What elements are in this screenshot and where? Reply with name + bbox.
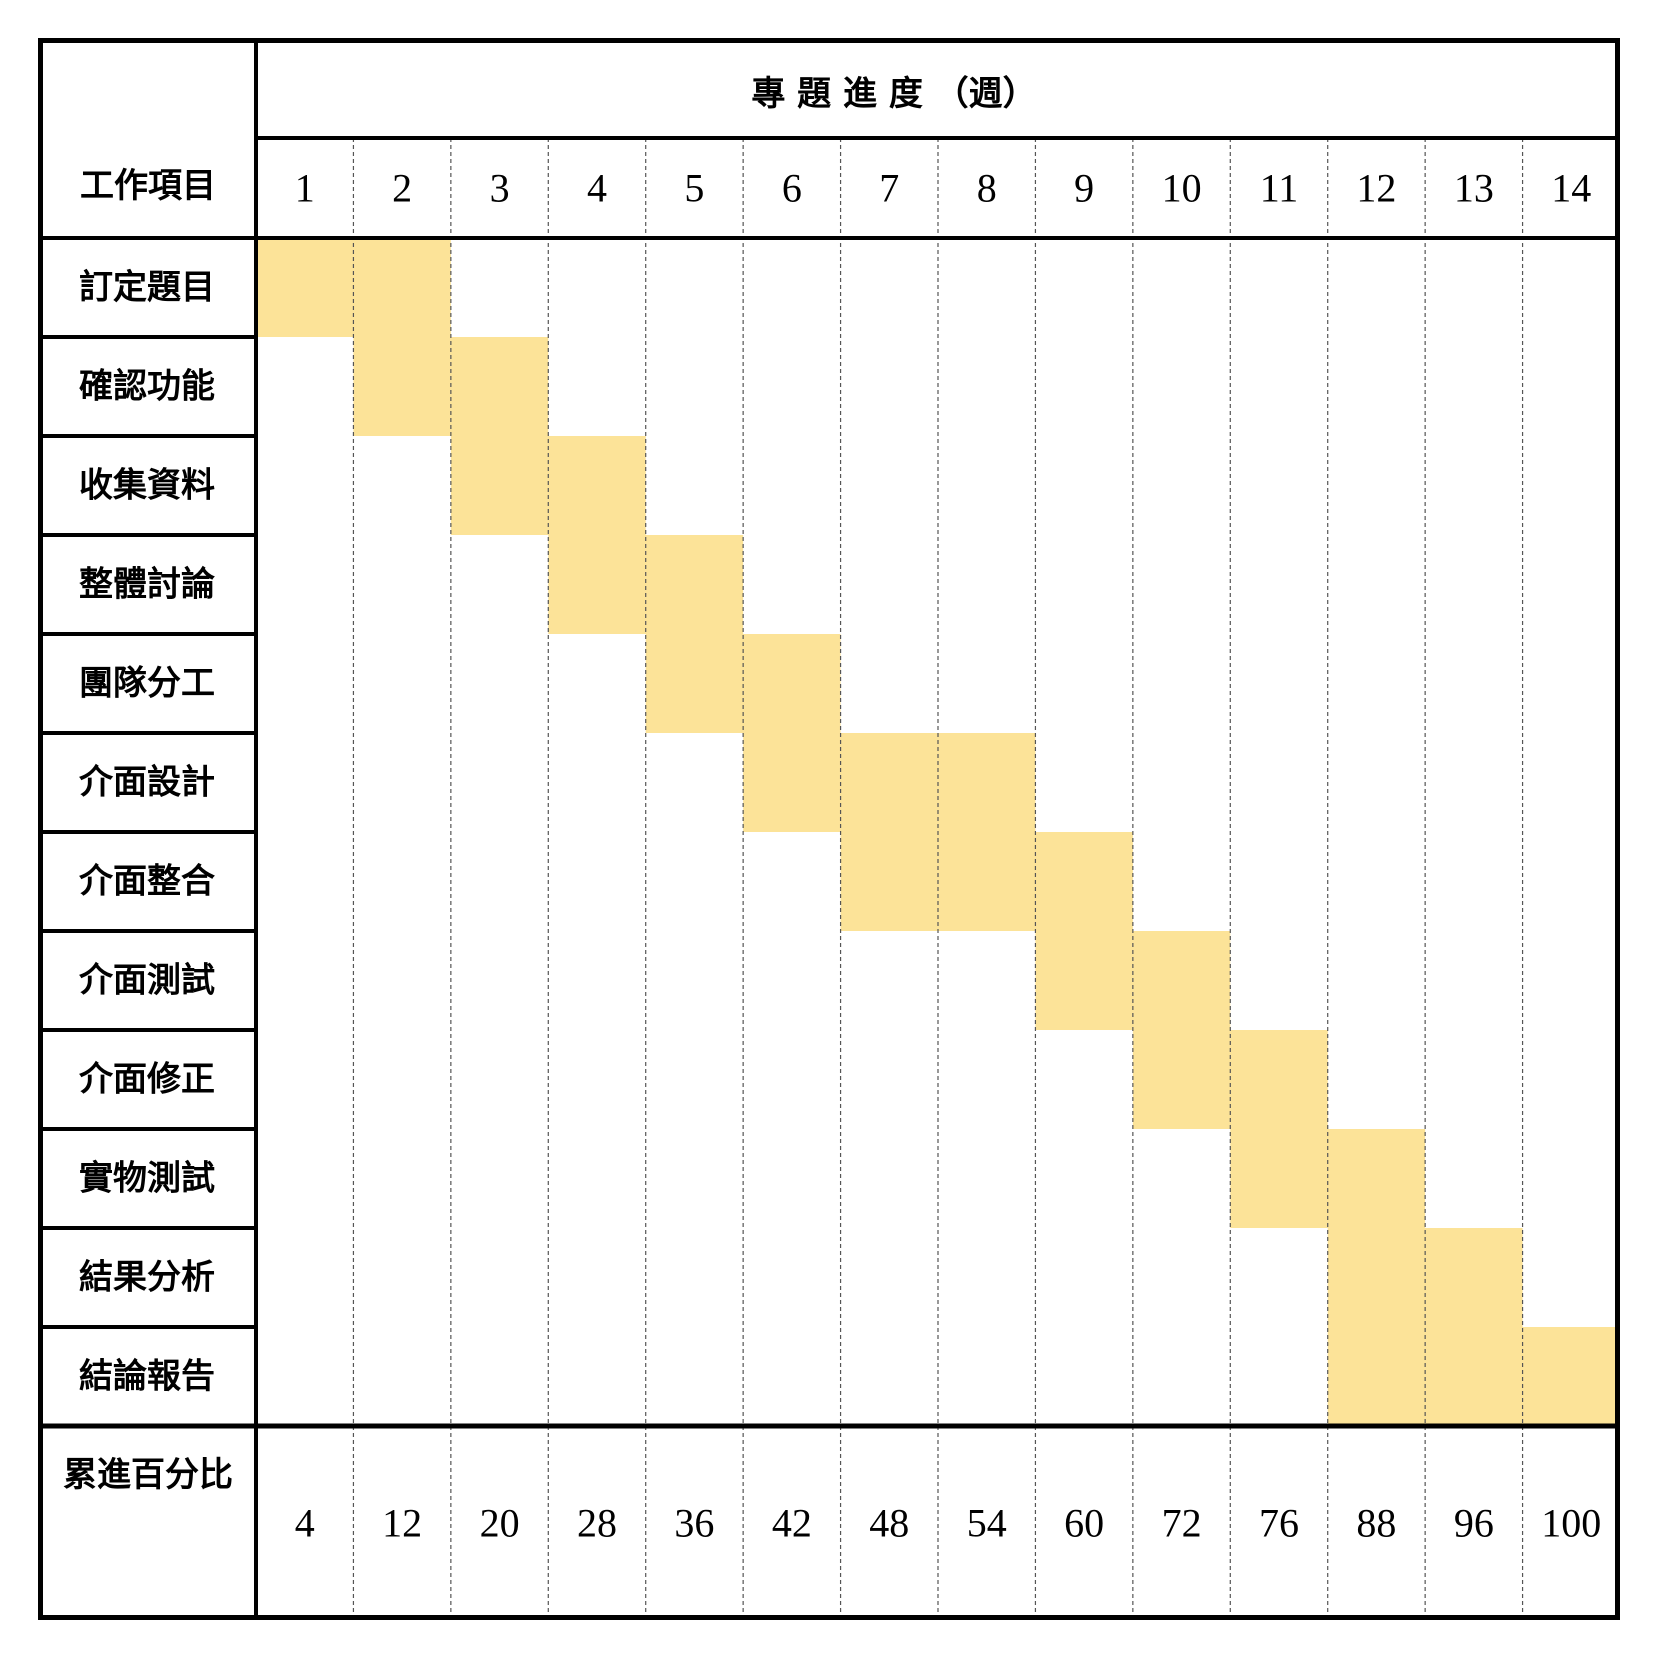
task-name: 介面測試	[79, 961, 215, 1001]
task-name: 收集資料	[79, 466, 215, 506]
cumulative-percent: 76	[1259, 1501, 1299, 1546]
task-bar	[840, 832, 1133, 931]
task-bar	[645, 634, 841, 733]
text-layer: 專 題 進 度 （週） 工作項目 累進百分比 1 2 3 4 5 6 7 8 9 10 11 12 13…	[63, 74, 1601, 1546]
cumulative-percent: 88	[1356, 1501, 1396, 1546]
week-number: 11	[1260, 166, 1299, 211]
task-name: 介面整合	[79, 862, 215, 902]
week-number: 4	[587, 166, 607, 211]
cumulative-percent: 12	[382, 1501, 422, 1546]
week-number: 5	[684, 166, 704, 211]
chart-title: 專 題 進 度 （週）	[751, 74, 1036, 114]
week-number: 6	[782, 166, 802, 211]
task-bar	[1327, 1228, 1523, 1327]
border-layer	[38, 38, 1620, 1620]
cumulative-label: 累進百分比	[63, 1455, 233, 1495]
task-name: 確認功能	[79, 367, 215, 407]
cumulative-percent: 100	[1541, 1501, 1601, 1546]
cumulative-percent: 96	[1454, 1501, 1494, 1546]
task-name: 實物測試	[79, 1159, 215, 1199]
week-number: 14	[1551, 166, 1591, 211]
gantt-chart: 專 題 進 度 （週） 工作項目 累進百分比 1 2 3 4 5 6 7 8 9 10 11 12 13…	[38, 38, 1620, 1620]
cumulative-percent: 54	[967, 1501, 1007, 1546]
week-number: 9	[1074, 166, 1094, 211]
cumulative-percent: 4	[295, 1501, 315, 1546]
cumulative-percent: 20	[480, 1501, 520, 1546]
task-name: 整體討論	[79, 565, 215, 605]
week-number: 8	[977, 166, 997, 211]
task-bar	[743, 733, 1036, 832]
cumulative-percent: 42	[772, 1501, 812, 1546]
task-name: 結論報告	[79, 1357, 215, 1397]
week-number: 7	[879, 166, 899, 211]
task-bar	[548, 535, 744, 634]
grid-layer	[352, 138, 1524, 1620]
week-number: 3	[490, 166, 510, 211]
cumulative-percent: 48	[869, 1501, 909, 1546]
cumulative-percent: 36	[674, 1501, 714, 1546]
task-bar	[1327, 1327, 1620, 1426]
week-number: 10	[1162, 166, 1202, 211]
cumulative-percent: 60	[1064, 1501, 1104, 1546]
cumulative-percent: 72	[1162, 1501, 1202, 1546]
week-number: 1	[295, 166, 315, 211]
task-name: 結果分析	[79, 1258, 215, 1298]
cumulative-percent: 28	[577, 1501, 617, 1546]
task-name: 團隊分工	[79, 664, 215, 704]
task-bar	[1230, 1129, 1426, 1228]
task-name: 介面修正	[79, 1060, 215, 1100]
week-number: 12	[1356, 166, 1396, 211]
task-bar	[450, 436, 646, 535]
week-number: 2	[392, 166, 412, 211]
task-name: 訂定題目	[79, 268, 215, 308]
bar-layer	[38, 38, 1620, 1620]
task-name: 介面設計	[79, 763, 215, 803]
task-header: 工作項目	[80, 166, 216, 206]
week-number: 13	[1454, 166, 1494, 211]
